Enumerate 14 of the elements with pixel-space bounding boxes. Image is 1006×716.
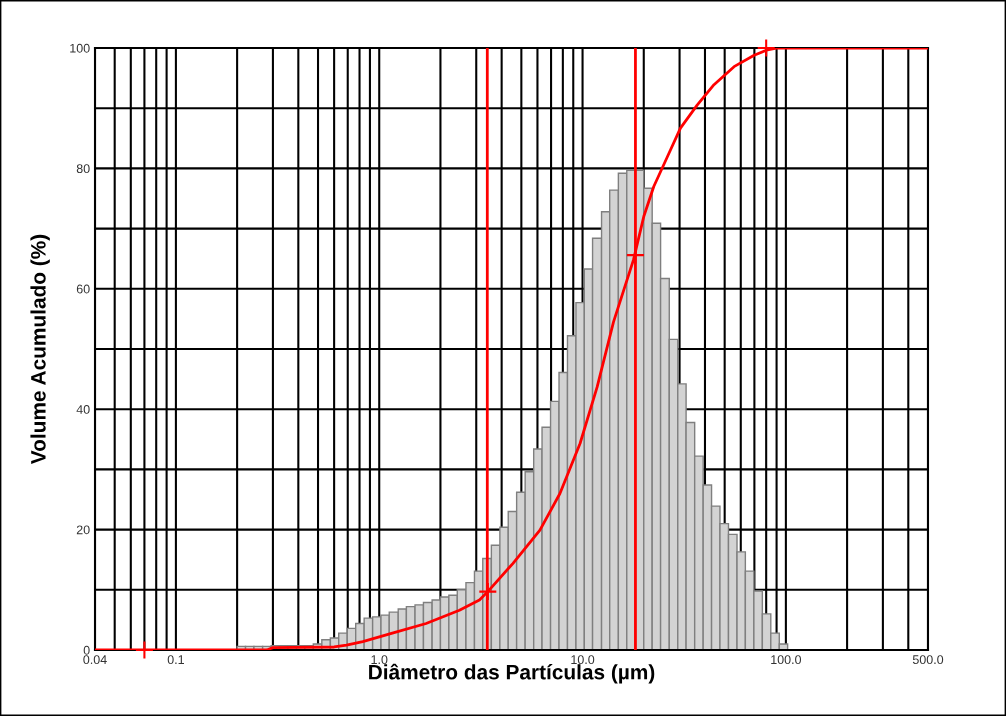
x-tick-label: 100.0 [771, 655, 802, 665]
y-tick-label: 40 [76, 405, 90, 414]
y-tick-label: 60 [76, 284, 90, 294]
x-tick-label: 0.1 [167, 655, 184, 665]
x-tick-label: 0.04 [83, 655, 107, 665]
x-tick-label: 500.0 [912, 655, 944, 665]
y-tick-label: 80 [76, 164, 90, 174]
y-tick-label: 0 [83, 645, 90, 655]
x-axis-title: Diâmetro das Partículas (µm) [369, 663, 655, 684]
x-tick-label: 1.0 [371, 655, 388, 665]
x-tick-label: 10.0 [571, 655, 595, 665]
y-tick-label: 100 [70, 43, 90, 53]
y-tick-label: 20 [76, 525, 90, 535]
y-axis-title: Volume Acumulado (%) [30, 234, 50, 465]
